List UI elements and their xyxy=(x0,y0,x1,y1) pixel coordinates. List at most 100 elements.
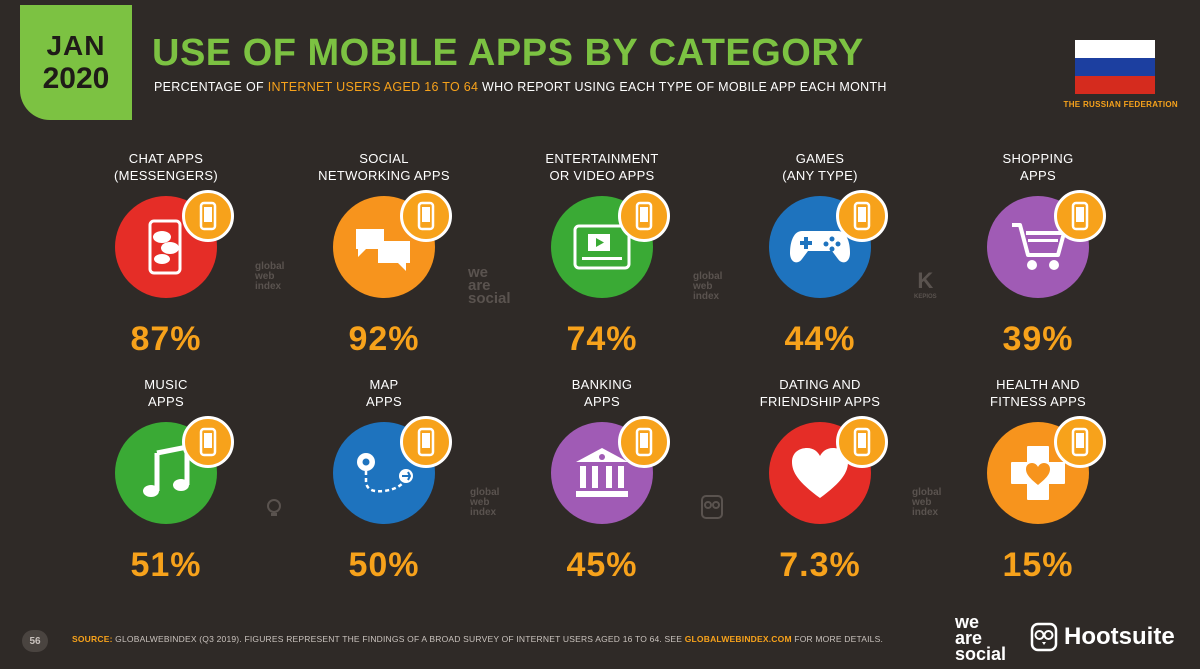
category-card: CHAT APPS (MESSENGERS) 87% xyxy=(66,150,266,359)
mobile-phone-icon xyxy=(618,416,670,468)
wm-text: web xyxy=(470,497,490,508)
subtitle-post: WHO REPORT USING EACH TYPE OF MOBILE APP… xyxy=(478,80,887,94)
category-label: SHOPPING APPS xyxy=(938,150,1138,190)
category-label-line: GAMES xyxy=(795,151,845,166)
wm-text: index xyxy=(470,507,497,518)
wm-text: KEPIOS xyxy=(914,294,937,300)
category-grid: CHAT APPS (MESSENGERS) 87% SOCIAL NETWORKING… xyxy=(0,150,1200,602)
category-label-line: MAP xyxy=(369,377,399,392)
source-text: GLOBALWEBINDEX (Q3 2019). FIGURES REPRES… xyxy=(112,634,685,644)
we-are-social-logo: we are social xyxy=(955,612,1006,663)
category-icon-group xyxy=(938,190,1138,300)
page-subtitle: PERCENTAGE OF INTERNET USERS AGED 16 TO … xyxy=(154,80,887,94)
category-label-line: SOCIAL xyxy=(359,151,409,166)
mobile-phone-icon xyxy=(400,190,452,242)
wm-text: global xyxy=(255,261,285,272)
category-value: 51% xyxy=(130,546,202,584)
logo-text: are xyxy=(955,628,983,648)
category-label: MUSIC APPS xyxy=(66,376,266,416)
category-value: 15% xyxy=(1002,546,1074,584)
category-value: 74% xyxy=(566,320,638,358)
wm-text: web xyxy=(693,281,713,292)
category-label: GAMES (ANY TYPE) xyxy=(720,150,920,190)
category-label-line: NETWORKING APPS xyxy=(318,168,450,183)
category-icon-group xyxy=(502,190,702,300)
country-label: THE RUSSIAN FEDERATION xyxy=(1063,100,1178,109)
mobile-phone-icon xyxy=(836,416,888,468)
wm-text: global xyxy=(693,271,723,282)
category-label-line: OR VIDEO APPS xyxy=(549,168,655,183)
category-card: SOCIAL NETWORKING APPS 92% xyxy=(284,150,484,359)
lightbulb-watermark-icon xyxy=(262,496,286,523)
subtitle-highlight: INTERNET USERS AGED 16 TO 64 xyxy=(267,80,479,94)
owl-watermark-icon xyxy=(700,494,724,523)
category-icon-group xyxy=(720,416,920,526)
category-card: BANKING APPS 45% xyxy=(502,376,702,585)
wm-text: we xyxy=(468,264,489,281)
category-value: 44% xyxy=(784,320,856,358)
category-label: DATING AND FRIENDSHIP APPS xyxy=(720,376,920,416)
category-card: HEALTH AND FITNESS APPS 15% xyxy=(938,376,1138,585)
category-icon-group xyxy=(938,416,1138,526)
category-label-line: ENTERTAINMENT xyxy=(545,151,659,166)
category-card: SHOPPING APPS 39% xyxy=(938,150,1138,359)
category-card: MAP APPS 50% xyxy=(284,376,484,585)
kepios-watermark: K KEPIOS xyxy=(914,270,937,302)
mobile-phone-icon xyxy=(618,190,670,242)
page-number: 56 xyxy=(22,630,48,652)
category-card: DATING AND FRIENDSHIP APPS 7.3% xyxy=(720,376,920,585)
category-value: 45% xyxy=(566,546,638,584)
source-end: FOR MORE DETAILS. xyxy=(791,634,884,644)
mobile-phone-icon xyxy=(836,190,888,242)
wm-text: index xyxy=(255,281,282,292)
logo-text: we xyxy=(955,612,980,632)
wm-text: global xyxy=(470,487,500,498)
page-title: USE OF MOBILE APPS BY CATEGORY xyxy=(152,32,864,74)
category-label-line: (ANY TYPE) xyxy=(782,168,858,183)
category-value: 7.3% xyxy=(779,546,861,584)
category-label: SOCIAL NETWORKING APPS xyxy=(284,150,484,190)
category-icon-group xyxy=(284,416,484,526)
date-year: 2020 xyxy=(42,61,110,95)
wm-text: index xyxy=(693,291,720,302)
subtitle-pre: PERCENTAGE OF xyxy=(154,80,268,94)
wm-text: global xyxy=(912,487,942,498)
category-label-line: MUSIC xyxy=(144,377,188,392)
category-label-line: FRIENDSHIP APPS xyxy=(759,394,881,409)
gwi-watermark: global web index xyxy=(693,272,722,302)
kepios-logo-icon: K xyxy=(917,268,934,293)
category-label-line: DATING AND xyxy=(779,377,861,392)
mobile-phone-icon xyxy=(182,416,234,468)
category-card: MUSIC APPS 51% xyxy=(66,376,266,585)
category-icon-group xyxy=(502,416,702,526)
gwi-watermark: global web index xyxy=(255,262,284,292)
category-label: MAP APPS xyxy=(284,376,484,416)
category-label-line: APPS xyxy=(148,394,184,409)
category-label-line: BANKING xyxy=(571,377,633,392)
category-label: BANKING APPS xyxy=(502,376,702,416)
wm-text: web xyxy=(912,497,932,508)
category-card: GAMES (ANY TYPE) 44% xyxy=(720,150,920,359)
wm-text: index xyxy=(912,507,939,518)
category-value: 39% xyxy=(1002,320,1074,358)
category-row: CHAT APPS (MESSENGERS) 87% SOCIAL NETWORKING… xyxy=(0,150,1200,376)
category-value: 92% xyxy=(348,320,420,358)
mobile-phone-icon xyxy=(1054,416,1106,468)
was-watermark: we are social xyxy=(468,264,511,306)
mobile-phone-icon xyxy=(182,190,234,242)
category-label-line: HEALTH AND xyxy=(996,377,1080,392)
hootsuite-logo: Hootsuite xyxy=(1030,622,1175,652)
category-icon-group xyxy=(284,190,484,300)
russia-flag-icon xyxy=(1075,40,1155,94)
category-label-line: FITNESS APPS xyxy=(989,394,1087,409)
category-icon-group xyxy=(66,190,266,300)
wm-text: web xyxy=(255,271,275,282)
mobile-phone-icon xyxy=(400,416,452,468)
category-label-line: SHOPPING xyxy=(1002,151,1074,166)
category-value: 87% xyxy=(130,320,202,358)
date-badge: JAN 2020 xyxy=(20,5,132,120)
gwi-watermark: global web index xyxy=(912,488,941,518)
category-icon-group xyxy=(720,190,920,300)
source-link[interactable]: GLOBALWEBINDEX.COM xyxy=(684,634,792,644)
category-label-line: APPS xyxy=(366,394,402,409)
